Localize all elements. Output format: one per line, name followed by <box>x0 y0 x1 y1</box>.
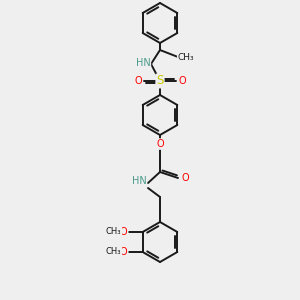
Text: O: O <box>156 139 164 149</box>
Text: CH₃: CH₃ <box>106 227 122 236</box>
Text: HN: HN <box>132 176 146 186</box>
Text: CH₃: CH₃ <box>106 248 122 256</box>
Text: O: O <box>120 227 127 237</box>
Text: O: O <box>120 247 127 257</box>
Text: CH₃: CH₃ <box>178 52 194 62</box>
Text: S: S <box>156 74 164 88</box>
Text: O: O <box>181 173 189 183</box>
Text: O: O <box>178 76 186 86</box>
Text: O: O <box>134 76 142 86</box>
Text: HN: HN <box>136 58 150 68</box>
